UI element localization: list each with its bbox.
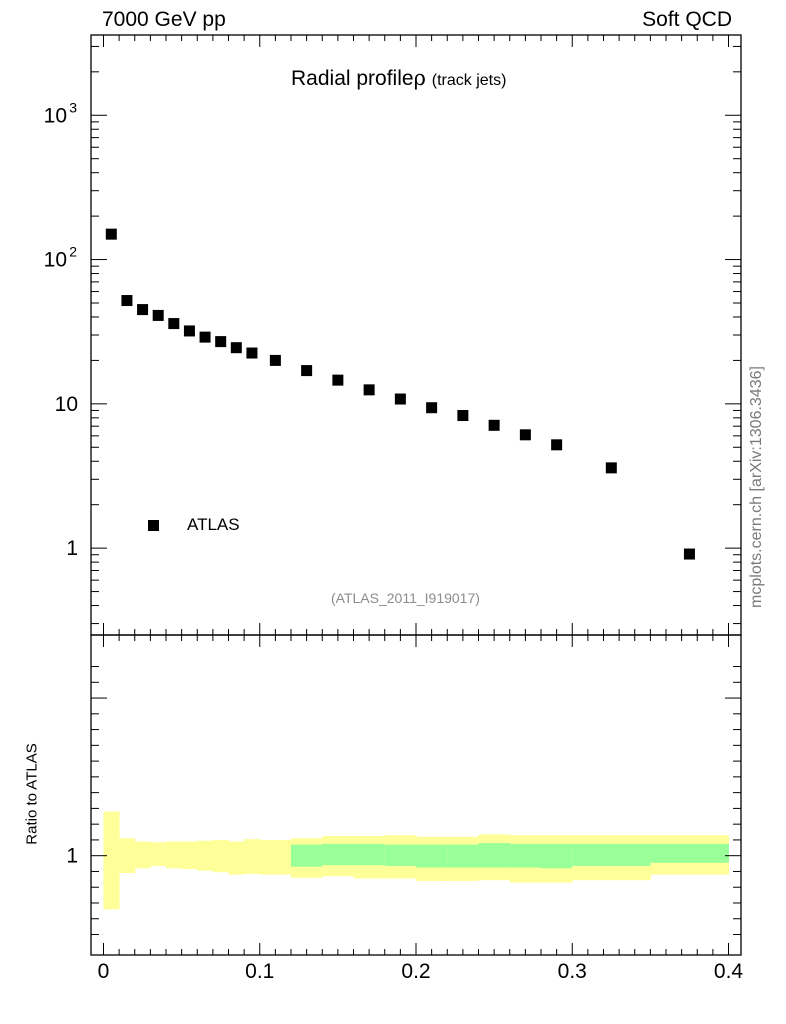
x-label-4: 0.4 <box>714 960 744 983</box>
ratio-uncertainty-bands <box>103 811 729 910</box>
data-point-7 <box>215 336 227 348</box>
plot-title: Radial profileρ (track jets) <box>291 66 506 91</box>
ratio-band-outer-6 <box>197 840 214 871</box>
data-point-13 <box>363 384 375 396</box>
title-main: Radial profile <box>291 67 414 90</box>
analysis-id: (ATLAS_2011_I919017) <box>331 590 480 606</box>
ratio-band-outer-3 <box>150 842 167 866</box>
ratio-band-outer-2 <box>134 841 151 869</box>
ratio-band-inner-16 <box>447 844 479 868</box>
ratio-band-inner-19 <box>541 843 573 869</box>
ratio-band-outer-9 <box>244 839 261 874</box>
ratio-band-inner-18 <box>509 843 542 868</box>
data-point-2 <box>137 304 149 316</box>
ratio-band-outer-5 <box>181 841 198 870</box>
atlas-data-points <box>105 228 695 560</box>
legend-label: ATLAS <box>187 515 240 534</box>
ratio-band-outer-1 <box>119 838 136 874</box>
data-point-19 <box>551 439 563 451</box>
main-y-label-exp-3: 3 <box>69 99 77 115</box>
ratio-band-outer-4 <box>166 841 183 869</box>
ratio-band-outer-0 <box>103 811 120 910</box>
header-left-label: 7000 GeV pp <box>102 8 226 31</box>
main-y-label-0: 1 <box>66 537 78 560</box>
data-point-9 <box>246 347 258 359</box>
x-label-2: 0.2 <box>401 960 430 983</box>
ratio-frame-rect <box>90 634 742 956</box>
ratio-band-inner-20 <box>572 843 651 866</box>
ratio-band-inner-21 <box>650 843 729 863</box>
data-point-8 <box>230 342 242 354</box>
data-point-20 <box>605 462 617 474</box>
data-point-6 <box>199 331 211 343</box>
x-label-1: 0.1 <box>245 960 274 983</box>
data-point-14 <box>394 393 406 405</box>
data-point-10 <box>269 354 281 366</box>
main-y-label-2: 10 <box>44 249 67 272</box>
ratio-y-label-0: 1 <box>66 845 78 868</box>
data-point-17 <box>488 419 500 431</box>
data-point-11 <box>301 365 313 377</box>
main-y-label-1: 10 <box>55 393 78 416</box>
data-point-15 <box>426 402 438 414</box>
axis-ticks <box>91 35 741 955</box>
data-point-16 <box>457 410 469 422</box>
data-point-21 <box>683 548 695 560</box>
main-y-label-3: 10 <box>44 104 67 127</box>
side-source-label: mcplots.cern.ch [arXiv:1306.3436] <box>748 366 765 608</box>
ratio-band-outer-10 <box>259 839 292 875</box>
data-point-12 <box>332 374 344 386</box>
ratio-band-inner-14 <box>384 844 417 866</box>
title-sub: (track jets) <box>431 72 507 89</box>
ratio-band-inner-17 <box>478 843 511 868</box>
title-symbol: ρ <box>413 66 426 90</box>
ratio-band-inner-12 <box>322 843 354 866</box>
header-right-label: Soft QCD <box>642 8 732 31</box>
data-point-0 <box>105 228 117 240</box>
ratio-y-axis-label: Ratio to ATLAS <box>23 743 41 845</box>
x-label-3: 0.3 <box>558 960 587 983</box>
ratio-band-inner-11 <box>291 844 323 867</box>
data-point-5 <box>183 325 195 337</box>
main-y-label-exp-2: 2 <box>69 244 77 260</box>
ratio-panel-frame <box>90 634 742 956</box>
ratio-band-inner-13 <box>353 843 386 866</box>
ratio-band-outer-7 <box>212 839 229 873</box>
data-point-1 <box>121 295 133 307</box>
ratio-band-inner-15 <box>416 844 448 868</box>
data-point-3 <box>152 309 164 321</box>
ratio-band-outer-8 <box>228 841 245 875</box>
data-point-4 <box>168 318 180 330</box>
legend-marker <box>148 520 159 531</box>
x-label-0: 0 <box>98 960 110 983</box>
data-point-18 <box>519 429 531 441</box>
